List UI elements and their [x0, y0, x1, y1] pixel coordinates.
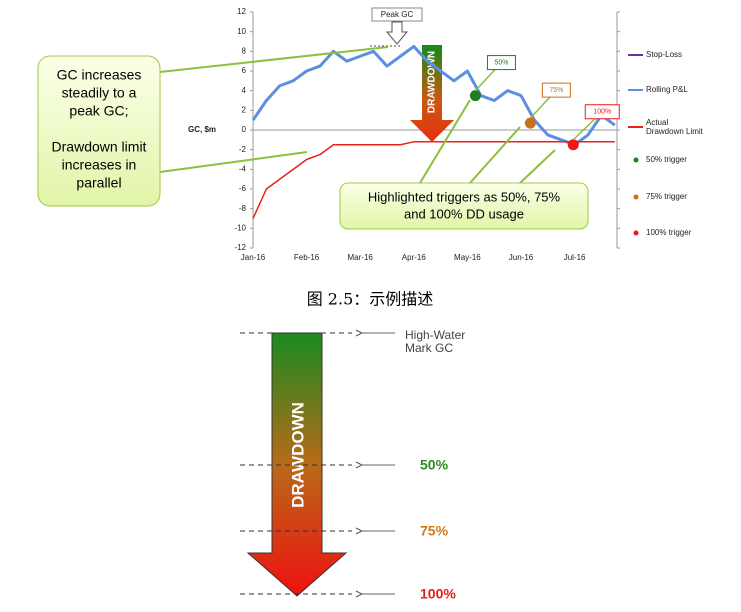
y-tick-label: 10	[237, 27, 246, 36]
callout-text: and 100% DD usage	[404, 206, 524, 221]
level-label: 50%	[420, 457, 449, 473]
leader	[469, 126, 521, 184]
y-tick-label: -12	[234, 243, 246, 252]
legend-label: 50% trigger	[646, 155, 687, 164]
trigger	[469, 90, 481, 102]
leader	[159, 151, 308, 173]
leader	[159, 46, 389, 73]
y-tick-label: -10	[234, 223, 246, 232]
x-tick-label: Mar-16	[348, 253, 374, 262]
callout-text: parallel	[76, 175, 121, 191]
y-tick-label: 12	[237, 7, 246, 16]
legend-label: Stop-Loss	[646, 50, 682, 59]
diagram-title: DRAWDOWN	[288, 402, 307, 508]
trigger-box	[584, 104, 620, 120]
level-label: 100%	[420, 586, 456, 602]
peak-box	[371, 7, 423, 22]
y-tick-label: 6	[242, 66, 247, 75]
callout-text: Highlighted triggers as 50%, 75%	[368, 189, 561, 204]
leader	[519, 149, 556, 184]
x-tick-label: Jul-16	[564, 253, 586, 262]
callout-text: peak GC;	[69, 103, 128, 119]
dd-arrow	[410, 45, 454, 142]
x-tick-label: Feb-16	[294, 253, 320, 262]
legend-swatch	[633, 230, 639, 236]
leader	[419, 99, 471, 184]
legend-swatch	[633, 157, 639, 163]
chart: -12 -10 -8 -6 -4 -2 0 2 4 6 8 10 12 Jan-16 Feb-16 Mar-1…	[37, 7, 704, 262]
trigger	[524, 117, 536, 129]
series-line	[252, 141, 615, 219]
legend-label: 100% trigger	[646, 228, 692, 237]
y-tick-label: 0	[242, 125, 247, 134]
level-label: Mark GC	[405, 341, 453, 355]
level-label: 75%	[420, 523, 449, 539]
y-tick-label: -4	[239, 164, 247, 173]
y-tick-label: 4	[242, 86, 247, 95]
x-tick-label: Apr-16	[402, 253, 427, 262]
peak-label: Peak GC	[381, 10, 414, 19]
legend-swatch	[633, 194, 639, 200]
y-tick-label: -2	[239, 145, 247, 154]
trigger-box	[486, 55, 516, 71]
callout-text: Drawdown limit	[52, 139, 147, 155]
y-tick-label: 2	[242, 105, 247, 114]
callout-text: steadily to a	[62, 85, 137, 101]
x-tick-label: May-16	[454, 253, 481, 262]
legend-label: Actual Drawdown Limit	[646, 118, 704, 136]
peak-arrow	[385, 21, 409, 45]
trigger-label: 100%	[593, 109, 611, 116]
callout-text: increases in	[62, 157, 137, 173]
callout	[37, 55, 161, 207]
series-line	[251, 44, 616, 147]
x-tick-label: Jun-16	[509, 253, 534, 262]
trigger-box	[541, 82, 571, 98]
trigger	[567, 139, 579, 151]
x-tick-label: Jan-16	[241, 253, 266, 262]
dd-label: DRAWDOWN	[427, 51, 438, 113]
trigger-label: 75%	[549, 87, 563, 94]
legend-label: Rolling P&L	[646, 85, 688, 94]
callout-text: GC increases	[57, 67, 142, 83]
legend-label: 75% trigger	[646, 192, 687, 201]
callout	[339, 182, 589, 230]
y-axis-label: GC, $m	[188, 125, 216, 134]
y-tick-label: -8	[239, 204, 247, 213]
level-label: High-Water	[405, 328, 465, 342]
y-tick-label: 8	[242, 46, 247, 55]
trigger-label: 50%	[494, 59, 508, 66]
y-tick-label: -6	[239, 184, 247, 193]
caption: 图 2.5：示例描述	[307, 290, 434, 309]
